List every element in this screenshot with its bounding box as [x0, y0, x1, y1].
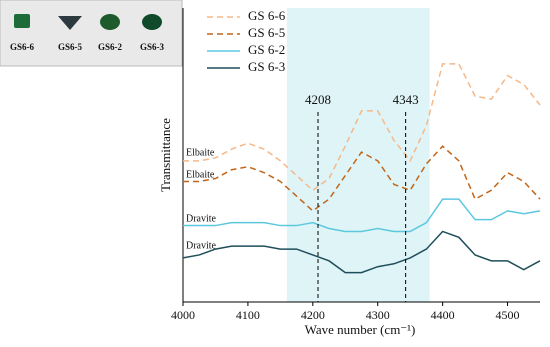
x-tick-label: 4400: [431, 308, 455, 322]
x-axis-label: Wave number (cm⁻¹): [305, 322, 416, 337]
inset: [0, 0, 183, 67]
peak-label: 4343: [393, 92, 419, 107]
inset-label: GS6-3: [140, 42, 165, 52]
series-line: [183, 145, 541, 212]
x-tick-label: 4500: [496, 308, 520, 322]
legend-label: GS 6-6: [248, 8, 286, 23]
inset-label: GS6-2: [98, 42, 123, 52]
legend-label: GS 6-3: [248, 59, 285, 74]
annotation: Elbaite: [186, 169, 215, 180]
y-axis-label: Transmittance: [158, 118, 173, 192]
series-line: [183, 63, 541, 192]
x-tick-label: 4200: [301, 308, 325, 322]
x-tick-label: 4300: [366, 308, 390, 322]
gem: [100, 14, 120, 30]
x-tick-label: 4100: [236, 308, 260, 322]
series-line: [183, 198, 541, 233]
legend-label: GS 6-2: [248, 42, 285, 57]
gem: [14, 14, 30, 28]
inset-frame: [0, 0, 183, 67]
inset-label: GS6-5: [58, 42, 83, 52]
annotation: Dravite: [186, 213, 217, 224]
annotation: Elbaite: [186, 147, 215, 158]
annotation: Dravite: [186, 240, 217, 251]
gem: [58, 16, 82, 30]
gem: [142, 14, 162, 30]
x-tick-label: 4000: [171, 308, 195, 322]
series-line: [182, 230, 541, 274]
legend-label: GS 6-5: [248, 25, 285, 40]
peak-label: 4208: [305, 92, 331, 107]
inset-label: GS6-6: [10, 42, 35, 52]
